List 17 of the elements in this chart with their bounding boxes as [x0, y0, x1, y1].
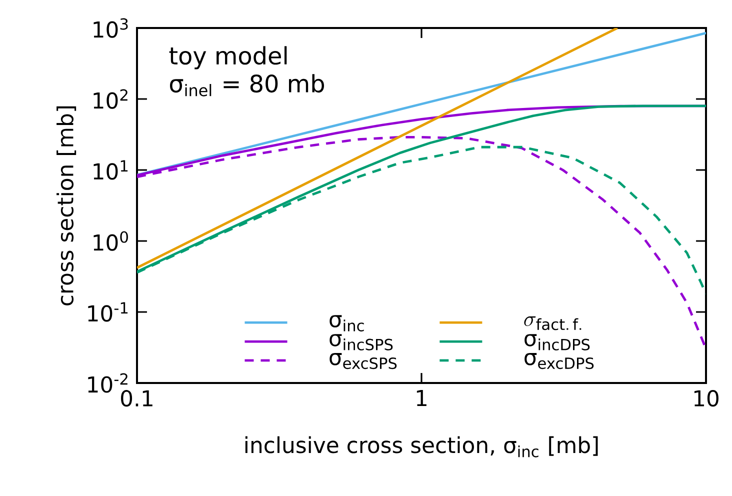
annotation: σ$_{inel}$ = 80 mb: [170, 74, 324, 96]
y-tick-label: 10$^{2}$: [94, 89, 128, 109]
y-tick-label: 10$^{1}$: [94, 160, 128, 180]
legend-label: $\sigma_{\mathrm{fact.\,f.}}$: [524, 316, 582, 330]
y-tick-label: 10$^{0}$: [94, 231, 128, 251]
y-axis-title: cross section [mb]: [56, 106, 76, 306]
x-tick-label: 1: [416, 390, 426, 406]
legend-label: σ$_{inc}$: [330, 315, 364, 332]
annotation: toy model: [169, 46, 287, 70]
legend-label: σ$_{excSPS}$: [330, 353, 397, 370]
y-tick-label: 10$^{3}$: [94, 18, 128, 38]
legend-label: σ$_{excDPS}$: [524, 353, 594, 370]
x-axis-title: inclusive cross section, σ$_{inc}$ [mb]: [245, 436, 598, 458]
y-tick-label: 10$^{-1}$: [88, 302, 128, 322]
legend-label: σ$_{incDPS}$: [524, 334, 590, 350]
legend-label: σ$_{incSPS}$: [330, 334, 393, 350]
x-tick-label: 10: [694, 390, 718, 407]
